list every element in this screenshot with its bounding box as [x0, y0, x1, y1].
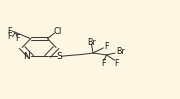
Text: F: F	[7, 27, 11, 36]
Text: F: F	[101, 59, 105, 68]
Text: F: F	[7, 32, 11, 41]
Text: Br: Br	[87, 38, 96, 47]
Text: F: F	[104, 42, 109, 51]
Text: Br: Br	[116, 47, 125, 56]
Text: N: N	[23, 52, 30, 61]
Text: F: F	[15, 34, 19, 43]
Text: F: F	[115, 59, 119, 68]
Text: Cl: Cl	[54, 27, 62, 36]
Text: S: S	[56, 52, 62, 61]
